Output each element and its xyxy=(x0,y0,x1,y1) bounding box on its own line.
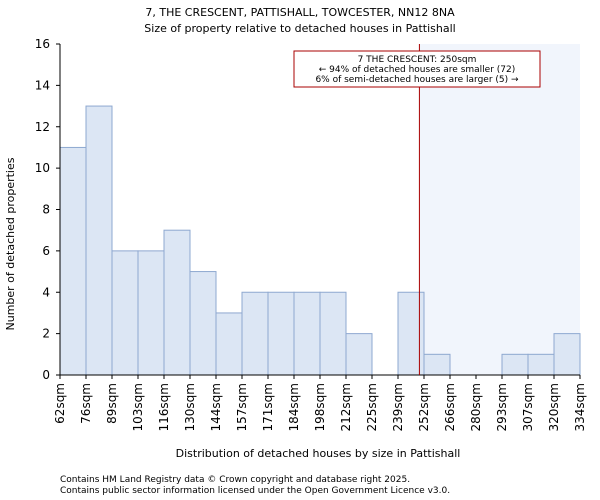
y-tick-label: 10 xyxy=(35,161,50,175)
annotation-line-1: 7 THE CRESCENT: 250sqm xyxy=(358,55,477,65)
y-axis-label: Number of detached properties xyxy=(4,157,17,330)
chart-subtitle: Size of property relative to detached ho… xyxy=(144,22,455,35)
y-tick-label: 14 xyxy=(35,78,50,92)
y-tick-label: 2 xyxy=(42,327,50,341)
x-tick-label: 171sqm xyxy=(261,383,275,431)
x-tick-label: 252sqm xyxy=(417,383,431,431)
chart-title: 7, THE CRESCENT, PATTISHALL, TOWCESTER, … xyxy=(145,6,455,19)
x-tick-label: 280sqm xyxy=(469,383,483,431)
bar-103sqm xyxy=(137,250,165,376)
x-tick-label: 130sqm xyxy=(183,383,197,431)
highlight-region xyxy=(419,44,580,375)
y-tick-label: 8 xyxy=(42,203,50,217)
bar-144sqm xyxy=(215,312,243,376)
annotation-box: 7 THE CRESCENT: 250sqm ← 94% of detached… xyxy=(293,50,541,88)
x-tick-label: 198sqm xyxy=(313,383,327,431)
bar-184sqm xyxy=(293,291,321,376)
x-tick-label: 144sqm xyxy=(209,383,223,431)
x-tick-label: 76sqm xyxy=(79,383,93,424)
x-tick-label: 103sqm xyxy=(131,383,145,431)
annotation-line-3: 6% of semi-detached houses are larger (5… xyxy=(315,75,519,85)
x-tick-label: 116sqm xyxy=(157,383,171,431)
y-tick-label: 0 xyxy=(42,368,50,382)
bar-171sqm xyxy=(267,291,295,376)
y-tick-label: 4 xyxy=(42,285,50,299)
footer-line-1: Contains HM Land Registry data © Crown c… xyxy=(60,475,410,485)
x-tick-label: 62sqm xyxy=(53,383,67,424)
bar-293sqm xyxy=(501,353,529,376)
x-tick-label: 89sqm xyxy=(105,383,119,424)
y-tick-label: 16 xyxy=(35,37,50,51)
x-tick-label: 293sqm xyxy=(495,383,509,431)
x-tick-label: 320sqm xyxy=(547,383,561,431)
bar-307sqm xyxy=(527,353,555,376)
x-axis-label: Distribution of detached houses by size … xyxy=(176,447,461,460)
bar-239sqm xyxy=(397,291,425,376)
bar-252sqm xyxy=(423,353,451,376)
bar-76sqm xyxy=(85,105,113,376)
bar-157sqm xyxy=(241,291,269,376)
annotation-line-2: ← 94% of detached houses are smaller (72… xyxy=(319,65,516,75)
x-tick-label: 307sqm xyxy=(521,383,535,431)
bar-116sqm xyxy=(163,229,191,376)
bar-198sqm xyxy=(319,291,347,376)
x-tick-label: 266sqm xyxy=(443,383,457,431)
y-tick-label: 6 xyxy=(42,244,50,258)
y-tick-label: 12 xyxy=(35,120,50,134)
x-tick-label: 239sqm xyxy=(391,383,405,431)
x-tick-label: 212sqm xyxy=(339,383,353,431)
x-tick-label: 184sqm xyxy=(287,383,301,431)
bar-130sqm xyxy=(189,271,217,376)
footer-line-2: Contains public sector information licen… xyxy=(60,486,450,496)
x-tick-label: 225sqm xyxy=(365,383,379,431)
bar-62sqm xyxy=(59,146,87,376)
bar-89sqm xyxy=(111,250,139,376)
x-tick-label: 334sqm xyxy=(573,383,587,431)
bar-212sqm xyxy=(345,333,373,376)
bar-320sqm xyxy=(553,333,581,376)
x-tick-label: 157sqm xyxy=(235,383,249,431)
